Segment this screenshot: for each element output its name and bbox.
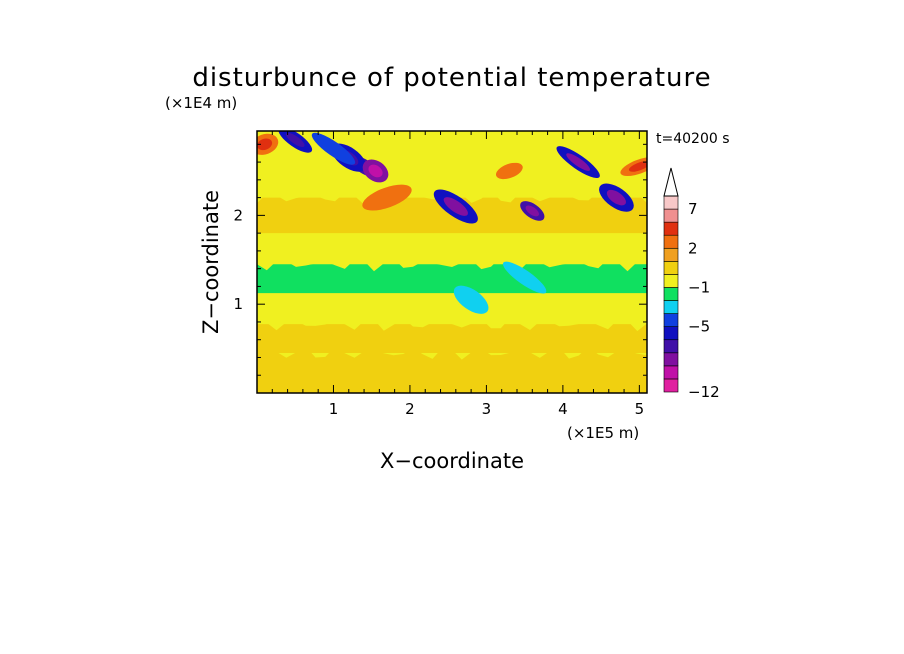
y-tick-label: 2 xyxy=(233,206,243,224)
colorbar-tick-label: −5 xyxy=(688,318,710,336)
colorbar-swatch xyxy=(663,352,679,367)
x-tick-label: 5 xyxy=(635,400,645,418)
x-tick-label: 2 xyxy=(405,400,415,418)
contour-feature xyxy=(362,184,412,211)
contour-feature xyxy=(502,261,547,294)
contour-feature-core xyxy=(257,138,273,151)
colorbar-tick-label: 7 xyxy=(688,200,698,218)
x-unit-label: (×1E5 m) xyxy=(567,424,639,442)
contour-feature-core xyxy=(628,161,647,172)
contour-band xyxy=(257,286,647,325)
contour-band xyxy=(257,257,647,294)
colorbar-swatch xyxy=(663,339,679,354)
x-axis-label: X−coordinate xyxy=(380,449,524,473)
colorbar-swatch xyxy=(663,195,679,210)
time-label: t=40200 s xyxy=(656,131,730,147)
x-tick-label: 1 xyxy=(329,400,339,418)
colorbar-swatch xyxy=(663,378,679,393)
x-tick-label: 3 xyxy=(482,400,492,418)
contour-feature-core xyxy=(285,132,305,147)
contour-feature xyxy=(453,285,489,314)
colorbar-extend-arrow xyxy=(663,167,679,197)
contour-feature xyxy=(311,132,356,165)
colorbar-tick-label: −12 xyxy=(688,383,720,401)
colorbar-swatch xyxy=(663,261,679,275)
contour-band xyxy=(257,346,647,393)
colorbar-swatch xyxy=(663,274,679,288)
colorbar-swatch xyxy=(663,365,679,380)
y-tick-label: 1 xyxy=(233,295,243,313)
colorbar-swatch xyxy=(663,247,679,262)
x-tick-label: 4 xyxy=(558,400,568,418)
contour-band xyxy=(257,226,647,265)
colorbar-swatch xyxy=(663,300,679,314)
contour-feature-core xyxy=(566,153,591,171)
contour-feature-core xyxy=(606,189,626,206)
y-axis-label: Z−coordinate xyxy=(199,190,223,334)
contour-feature-core xyxy=(368,164,383,178)
contour-feature-core xyxy=(443,197,468,216)
contour-band xyxy=(257,317,647,354)
contour-feature xyxy=(495,162,523,180)
colorbar-swatch xyxy=(663,313,679,327)
colorbar-swatch xyxy=(663,234,679,249)
plot-area: 1 2 3 4 5 1 2 xyxy=(233,130,648,418)
contour-band xyxy=(257,131,647,198)
chart-title: disturbunce of potential temperature xyxy=(192,63,711,93)
contour-feature-core xyxy=(525,205,539,217)
colorbar: 7 2 −1 −5 −12 xyxy=(663,167,720,401)
colorbar-swatch xyxy=(663,326,679,341)
colorbar-swatch xyxy=(663,287,679,301)
colorbar-swatch xyxy=(663,221,679,236)
colorbar-tick-label: 2 xyxy=(688,239,698,257)
colorbar-tick-label: −1 xyxy=(688,278,710,296)
y-unit-label: (×1E4 m) xyxy=(165,94,237,112)
colorbar-swatch xyxy=(663,208,679,223)
